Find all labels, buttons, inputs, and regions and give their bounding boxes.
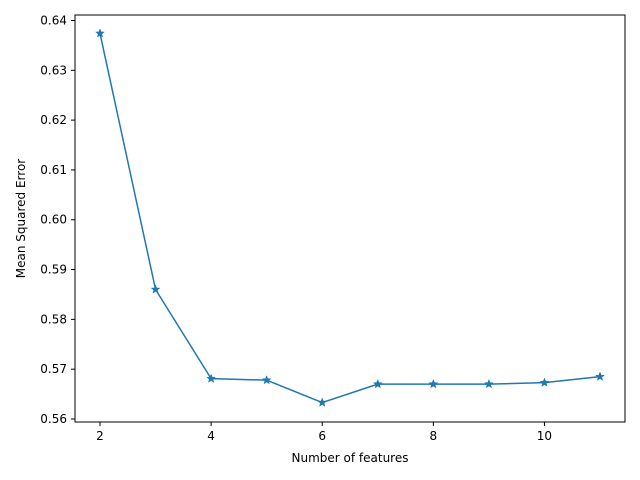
- x-tick-label: 4: [207, 429, 215, 443]
- y-tick-label: 0.57: [40, 362, 67, 376]
- x-tick-label: 6: [318, 429, 326, 443]
- y-tick-label: 0.59: [40, 263, 67, 277]
- y-tick-label: 0.60: [40, 213, 67, 227]
- x-axis-ticks: 2 4 6 8 10: [96, 422, 552, 443]
- y-tick-label: 0.64: [40, 13, 67, 27]
- x-tick-label: 8: [430, 429, 438, 443]
- x-tick-label: 10: [537, 429, 552, 443]
- data-point-star: [262, 376, 271, 384]
- y-axis-ticks: 0.56 0.57 0.58 0.59 0.60 0.61 0.62 0.63 0.64: [40, 13, 75, 426]
- data-point-star: [207, 374, 216, 382]
- y-tick-label: 0.63: [40, 63, 67, 77]
- axes-frame: [75, 15, 625, 422]
- x-tick-label: 2: [96, 429, 104, 443]
- plot-area: [100, 33, 600, 402]
- data-point-star: [318, 398, 327, 406]
- data-point-star: [540, 378, 549, 386]
- x-axis-label: Number of features: [292, 451, 409, 465]
- data-point-star: [151, 285, 160, 293]
- y-tick-label: 0.58: [40, 312, 67, 326]
- y-tick-label: 0.56: [40, 412, 67, 426]
- y-axis-label: Mean Squared Error: [14, 159, 28, 279]
- data-point-star: [429, 380, 438, 388]
- data-point-star: [596, 372, 605, 380]
- y-tick-label: 0.61: [40, 163, 67, 177]
- series-line: [100, 33, 600, 402]
- y-tick-label: 0.62: [40, 113, 67, 127]
- data-markers: [96, 29, 605, 406]
- data-point-star: [374, 380, 383, 388]
- data-point-star: [485, 380, 494, 388]
